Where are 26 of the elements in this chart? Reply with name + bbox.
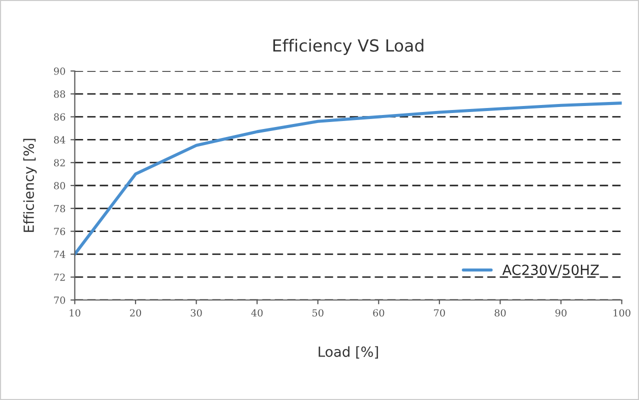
y-tick-label: 82 (54, 159, 65, 166)
chart-title: Efficiency VS Load (273, 38, 424, 56)
y-tick-label: 90 (54, 67, 66, 75)
y-tick-label: 76 (54, 228, 66, 236)
y-tick-label: 70 (54, 296, 66, 304)
y-tick-label: 86 (54, 113, 66, 121)
y-tick-label: 74 (54, 250, 66, 258)
x-tick-label: 90 (555, 309, 567, 317)
x-tick-label: 20 (130, 309, 142, 317)
x-tick-label: 40 (251, 309, 263, 317)
y-tick-label: 84 (54, 136, 66, 144)
x-tick-label: 60 (373, 309, 384, 317)
legend-label: AC230V/50HZ (502, 264, 599, 276)
x-tick-label: 80 (494, 309, 506, 317)
x-tick-label: 100 (614, 309, 630, 317)
x-tick-label: 70 (434, 309, 445, 317)
x-axis-title: Load [%] (318, 346, 378, 359)
x-tick-label: 30 (190, 309, 202, 317)
y-tick-label: 72 (54, 274, 65, 281)
line-series (74, 102, 622, 256)
y-tick-label: 78 (54, 204, 66, 212)
y-axis-title: Efficiency [%] (23, 138, 37, 232)
x-tick-label: 10 (70, 309, 80, 317)
y-tick-label: 88 (54, 90, 66, 98)
y-tick-label: 80 (54, 182, 66, 190)
x-tick-label: 50 (312, 309, 324, 317)
